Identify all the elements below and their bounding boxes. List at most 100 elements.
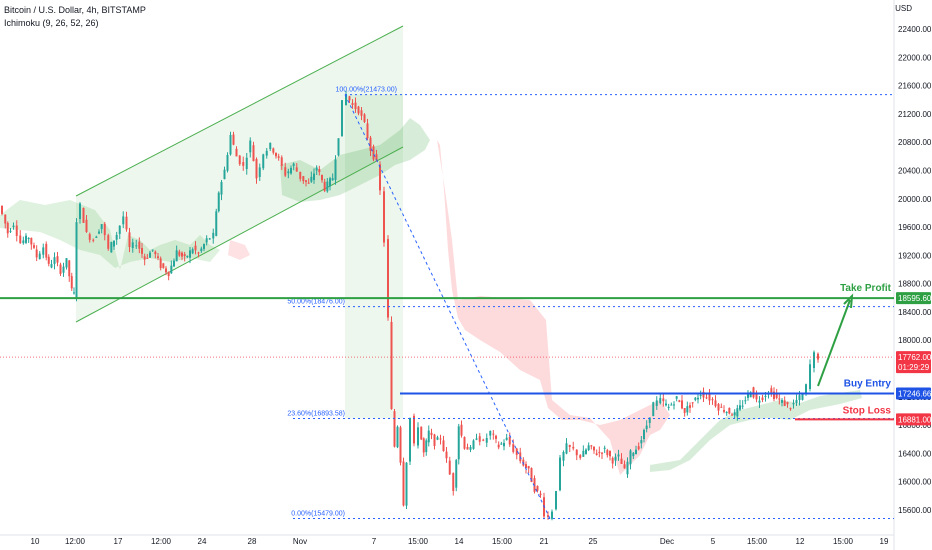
- currency-label: USD: [895, 4, 912, 13]
- candle-body: [19, 235, 22, 243]
- candle-body: [773, 391, 775, 399]
- candle-body: [593, 446, 595, 451]
- candle-body: [430, 432, 433, 436]
- stop-loss-label: Stop Loss: [843, 405, 892, 416]
- price-tick-label: 22000.00: [898, 53, 932, 62]
- candle: [662, 393, 665, 407]
- buy-entry-price-bg: [896, 387, 931, 400]
- candle: [173, 258, 175, 267]
- candle-body: [399, 427, 402, 463]
- candle-body: [70, 276, 73, 289]
- candle: [252, 141, 255, 162]
- candle-body: [590, 445, 593, 447]
- current-price-label-bg: [896, 351, 931, 374]
- candle: [409, 417, 411, 465]
- candle: [103, 221, 106, 241]
- candle: [485, 433, 488, 448]
- candle: [245, 152, 248, 175]
- candle: [157, 252, 159, 261]
- candle: [736, 404, 739, 421]
- candle: [445, 447, 448, 463]
- candle: [95, 235, 98, 238]
- candle-body: [617, 454, 620, 457]
- candle-body: [354, 102, 357, 110]
- stop-loss-price: 16881.00: [898, 415, 932, 424]
- time-tick-label: Nov: [293, 537, 307, 546]
- candle: [331, 173, 334, 181]
- candle: [341, 100, 343, 137]
- candle-body: [500, 443, 503, 445]
- candle: [290, 165, 292, 175]
- candle-body: [778, 398, 781, 400]
- candle-body: [606, 450, 609, 456]
- candle: [482, 438, 485, 442]
- candle-body: [761, 397, 764, 400]
- candle: [262, 153, 265, 171]
- candle: [725, 411, 728, 416]
- candle: [110, 241, 113, 253]
- candle-body: [582, 450, 585, 457]
- price-tick-label: 18000.00: [898, 336, 932, 345]
- candle-body: [226, 154, 229, 171]
- candle: [292, 162, 295, 171]
- ichimoku-cloud-green-3: [650, 390, 862, 472]
- candle: [629, 449, 632, 470]
- candle-body: [575, 449, 578, 456]
- candle: [62, 262, 65, 277]
- candle-body: [603, 447, 606, 449]
- candle-body: [318, 169, 321, 173]
- candle: [217, 191, 220, 213]
- candle-body: [1, 205, 3, 214]
- candle-body: [154, 251, 157, 255]
- candle-body: [425, 440, 428, 453]
- candle-body: [758, 400, 761, 403]
- candle: [659, 393, 662, 405]
- candle: [623, 460, 626, 469]
- candle-body: [530, 468, 533, 482]
- candle: [786, 401, 789, 408]
- candle-body: [95, 236, 98, 238]
- candle: [329, 176, 331, 191]
- candle: [420, 426, 423, 441]
- candle-body: [79, 203, 81, 219]
- candle-body: [369, 137, 372, 151]
- candle-body: [6, 222, 9, 234]
- time-tick-label: 12: [796, 537, 805, 546]
- candle-body: [242, 162, 245, 166]
- time-tick-label: 5: [711, 537, 716, 546]
- candle-body: [598, 451, 601, 453]
- candle-body: [131, 242, 134, 248]
- candle: [731, 412, 733, 416]
- candle: [500, 441, 503, 445]
- candle: [255, 157, 258, 184]
- candle: [593, 446, 595, 454]
- candle-body: [533, 478, 536, 492]
- candle-body: [62, 266, 65, 273]
- candle-body: [115, 234, 118, 240]
- candle-body: [795, 399, 798, 403]
- candle: [372, 144, 375, 162]
- candle: [714, 395, 717, 408]
- candle: [275, 152, 277, 159]
- candle: [138, 237, 141, 254]
- candle: [242, 156, 245, 171]
- indicator-label[interactable]: Ichimoku (9, 26, 52, 26): [4, 18, 99, 28]
- candle: [113, 240, 115, 250]
- candle-body: [527, 466, 530, 469]
- candle-body: [739, 405, 741, 410]
- candle-body: [555, 491, 557, 510]
- candle: [430, 428, 433, 440]
- candle: [220, 180, 223, 201]
- candle-body: [497, 444, 500, 448]
- fib-level-label: 0.00%(15479.00): [291, 511, 345, 518]
- candle-body: [345, 94, 347, 106]
- candle-body: [265, 150, 268, 156]
- candle: [125, 211, 128, 232]
- candle: [635, 445, 637, 455]
- candle-body: [122, 216, 125, 225]
- candle: [670, 402, 673, 406]
- candle: [70, 272, 73, 292]
- candle-body: [489, 430, 492, 436]
- candle-body: [817, 353, 819, 360]
